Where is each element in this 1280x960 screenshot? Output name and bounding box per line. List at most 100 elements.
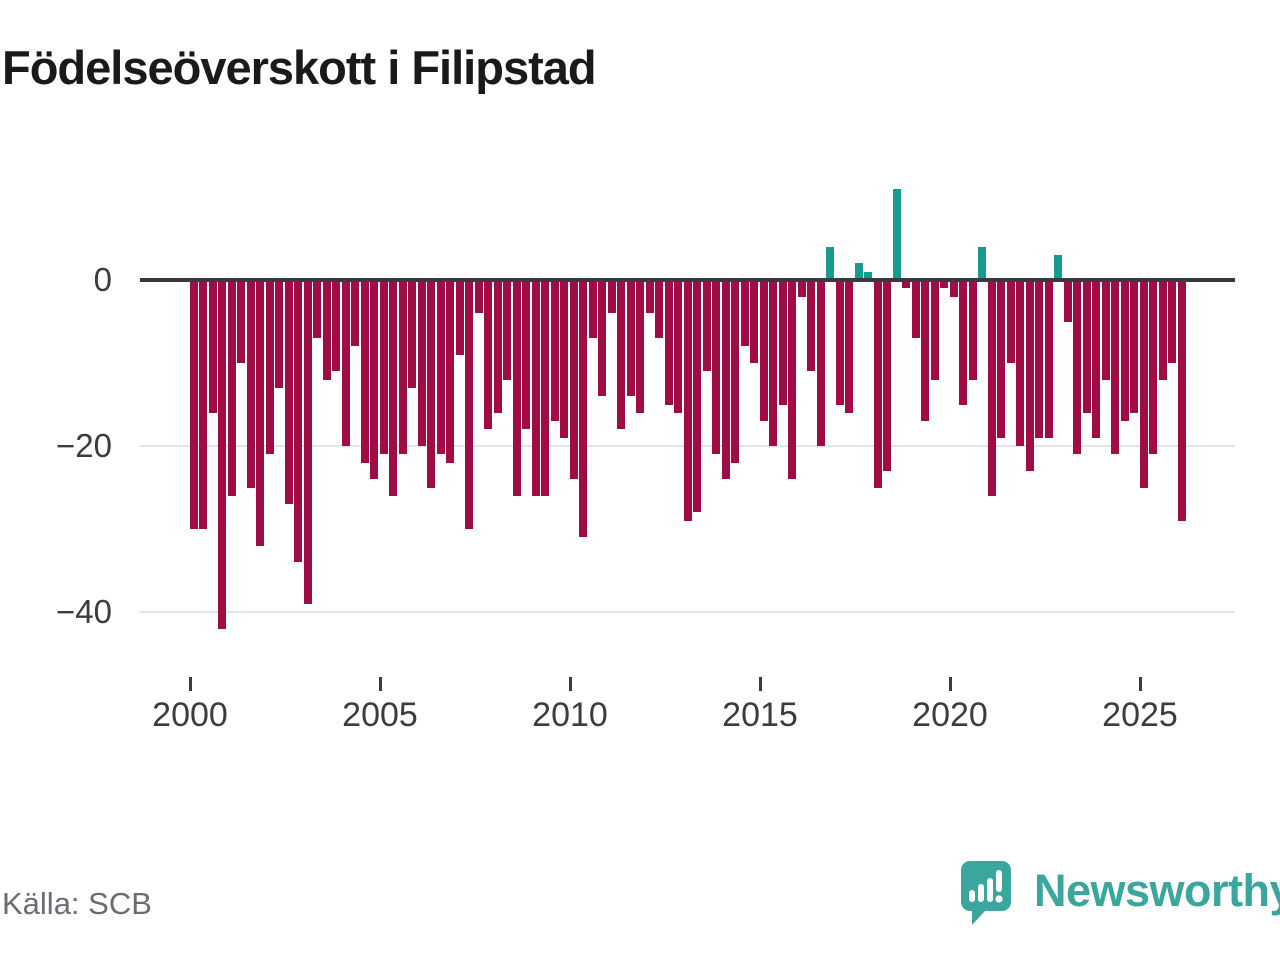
bar-2024-q2 — [1111, 280, 1119, 455]
bar-2006-q4 — [446, 280, 454, 463]
bar-2021-q4 — [1016, 280, 1024, 446]
bar-2014-q2 — [731, 280, 739, 463]
bar-2018-q2 — [883, 280, 891, 471]
bar-2000-q2 — [199, 280, 207, 529]
bar-2002-q2 — [275, 280, 283, 388]
bar-2023-q2 — [1073, 280, 1081, 455]
bar-2004-q3 — [360, 280, 369, 463]
bar-2011-q4 — [636, 280, 644, 413]
bar-2016-q3 — [816, 280, 825, 446]
bar-2007-q2 — [465, 280, 473, 529]
bar-2009-q3 — [550, 280, 559, 422]
bar-2012-q4 — [674, 280, 682, 413]
bar-2004-q2 — [351, 280, 359, 347]
bar-2013-q1 — [683, 280, 692, 521]
bar-2003-q4 — [332, 280, 340, 372]
bar-2010-q2 — [579, 280, 587, 538]
bar-2017-q1 — [835, 280, 844, 405]
newsworthy-speech-bubble-chart-icon — [960, 860, 1012, 933]
x-axis-tick-2010 — [568, 677, 572, 691]
bar-2005-q1 — [379, 280, 388, 455]
bar-2025-q3 — [1158, 280, 1167, 380]
y-axis-label--40: −40 — [56, 593, 112, 630]
bar-2017-q3 — [854, 263, 863, 280]
bar-2019-q2 — [921, 280, 929, 422]
bar-2024-q3 — [1120, 280, 1129, 422]
bar-2018-q3 — [892, 188, 901, 280]
x-axis-tick-2000 — [188, 677, 192, 691]
bar-2025-q1 — [1139, 280, 1148, 488]
x-axis-label-2010: 2010 — [532, 696, 608, 734]
bar-2022-q3 — [1044, 280, 1053, 438]
x-axis-tick-2025 — [1138, 677, 1142, 691]
bar-2016-q1 — [797, 280, 806, 297]
zero-axis-line — [140, 278, 1235, 282]
bar-2014-q4 — [750, 280, 758, 363]
bar-2010-q3 — [588, 280, 597, 339]
bar-2020-q2 — [959, 280, 967, 405]
bar-2011-q3 — [626, 280, 635, 397]
bar-2023-q1 — [1063, 280, 1072, 322]
newsworthy-logo: Newsworthy — [960, 860, 1280, 933]
bar-2004-q4 — [370, 280, 378, 480]
bar-2017-q4 — [864, 271, 872, 280]
bar-2008-q4 — [522, 280, 530, 430]
bar-2021-q2 — [997, 280, 1005, 438]
bar-2025-q2 — [1149, 280, 1157, 455]
bar-2018-q1 — [873, 280, 882, 488]
bar-2024-q1 — [1101, 280, 1110, 380]
bar-2015-q3 — [778, 280, 787, 405]
bar-2022-q2 — [1035, 280, 1043, 438]
bar-2006-q3 — [436, 280, 445, 455]
bar-2023-q4 — [1092, 280, 1100, 438]
bar-2026-q1 — [1177, 280, 1186, 521]
x-axis-tick-2020 — [948, 677, 952, 691]
bar-2009-q1 — [531, 280, 540, 496]
bar-2023-q3 — [1082, 280, 1091, 413]
bar-2008-q2 — [503, 280, 511, 380]
bar-2007-q1 — [455, 280, 464, 355]
bar-2010-q4 — [598, 280, 606, 397]
bar-2025-q4 — [1168, 280, 1176, 363]
bar-2000-q4 — [218, 280, 226, 629]
bar-2011-q1 — [607, 280, 616, 314]
bar-2001-q4 — [256, 280, 264, 546]
bar-2005-q2 — [389, 280, 397, 496]
bar-2007-q4 — [484, 280, 492, 430]
bar-2001-q3 — [246, 280, 255, 488]
bar-2021-q3 — [1006, 280, 1015, 363]
bar-2002-q4 — [294, 280, 302, 563]
bar-2000-q1 — [189, 280, 198, 529]
bar-2020-q3 — [968, 280, 977, 380]
bar-2015-q1 — [759, 280, 768, 422]
bar-2001-q2 — [237, 280, 245, 363]
bar-2006-q1 — [417, 280, 426, 446]
bar-2009-q2 — [541, 280, 549, 496]
bar-2008-q1 — [493, 280, 502, 413]
bar-2010-q1 — [569, 280, 578, 480]
bar-2003-q3 — [322, 280, 331, 380]
bar-2015-q2 — [769, 280, 777, 446]
bar-2022-q4 — [1054, 255, 1062, 280]
bar-2016-q2 — [807, 280, 815, 372]
bar-2014-q3 — [740, 280, 749, 347]
bar-2024-q4 — [1130, 280, 1138, 413]
bar-2011-q2 — [617, 280, 625, 430]
x-axis-label-2005: 2005 — [342, 696, 418, 734]
bar-2020-q1 — [949, 280, 958, 297]
bar-2004-q1 — [341, 280, 350, 446]
bar-2003-q2 — [313, 280, 321, 339]
bar-2013-q4 — [712, 280, 720, 455]
chart-title: Födelseöverskott i Filipstad — [2, 41, 597, 94]
newsworthy-wordmark: Newsworthy — [1034, 865, 1280, 916]
bar-2013-q2 — [693, 280, 701, 513]
bar-2013-q3 — [702, 280, 711, 372]
bar-2019-q1 — [911, 280, 920, 339]
bar-2017-q2 — [845, 280, 853, 413]
bar-2002-q3 — [284, 280, 293, 505]
bar-2019-q3 — [930, 280, 939, 380]
x-axis-label-2000: 2000 — [152, 696, 228, 734]
bar-2019-q4 — [940, 280, 948, 289]
bar-2006-q2 — [427, 280, 435, 488]
